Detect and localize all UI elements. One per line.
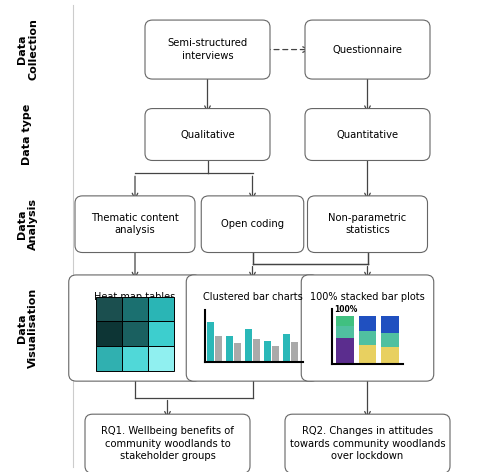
Text: Data
Visualisation: Data Visualisation bbox=[16, 288, 38, 368]
Text: Data
Collection: Data Collection bbox=[16, 18, 38, 81]
Bar bbox=[96, 321, 122, 346]
Text: RQ2. Changes in attitudes
towards community woodlands
over lockdown: RQ2. Changes in attitudes towards commun… bbox=[290, 426, 446, 461]
Bar bbox=[215, 336, 222, 362]
Bar bbox=[148, 346, 174, 371]
FancyBboxPatch shape bbox=[75, 196, 195, 253]
Bar bbox=[359, 330, 376, 345]
Text: Qualitative: Qualitative bbox=[180, 129, 235, 140]
Bar bbox=[291, 343, 298, 362]
FancyBboxPatch shape bbox=[301, 275, 434, 381]
Bar bbox=[96, 297, 122, 321]
Bar bbox=[359, 345, 376, 363]
FancyBboxPatch shape bbox=[285, 414, 450, 472]
Text: Semi-structured
interviews: Semi-structured interviews bbox=[168, 38, 248, 61]
Text: Questionnaire: Questionnaire bbox=[332, 44, 402, 55]
FancyBboxPatch shape bbox=[305, 20, 430, 79]
Text: Quantitative: Quantitative bbox=[336, 129, 398, 140]
Text: Non-parametric
statistics: Non-parametric statistics bbox=[328, 213, 406, 236]
Bar bbox=[96, 346, 122, 371]
Text: 100%: 100% bbox=[334, 305, 357, 314]
Text: Heat map tables: Heat map tables bbox=[94, 293, 176, 303]
Bar bbox=[336, 338, 354, 363]
Bar bbox=[122, 297, 148, 321]
Bar bbox=[382, 317, 399, 333]
FancyBboxPatch shape bbox=[305, 109, 430, 160]
Bar bbox=[382, 347, 399, 363]
Bar bbox=[272, 346, 279, 362]
Bar bbox=[207, 322, 214, 362]
Text: Thematic content
analysis: Thematic content analysis bbox=[91, 213, 179, 236]
FancyBboxPatch shape bbox=[145, 109, 270, 160]
FancyBboxPatch shape bbox=[145, 20, 270, 79]
FancyBboxPatch shape bbox=[186, 275, 319, 381]
Bar bbox=[122, 321, 148, 346]
Bar bbox=[253, 339, 260, 362]
Text: RQ1. Wellbeing benefits of
community woodlands to
stakeholder groups: RQ1. Wellbeing benefits of community woo… bbox=[101, 426, 234, 461]
Bar bbox=[336, 316, 354, 326]
Bar bbox=[148, 321, 174, 346]
Text: Clustered bar charts: Clustered bar charts bbox=[202, 293, 302, 303]
Text: Data type: Data type bbox=[22, 104, 32, 165]
Bar bbox=[336, 326, 354, 338]
Bar bbox=[359, 316, 376, 330]
FancyBboxPatch shape bbox=[69, 275, 201, 381]
Bar bbox=[264, 341, 271, 362]
FancyBboxPatch shape bbox=[201, 196, 304, 253]
FancyBboxPatch shape bbox=[85, 414, 250, 472]
Bar bbox=[283, 334, 290, 362]
Text: Open coding: Open coding bbox=[221, 219, 284, 229]
Bar bbox=[226, 336, 233, 362]
Text: Data
Analysis: Data Analysis bbox=[16, 198, 38, 250]
Bar bbox=[382, 333, 399, 347]
Bar bbox=[245, 329, 252, 362]
Text: 100% stacked bar plots: 100% stacked bar plots bbox=[310, 293, 425, 303]
Bar bbox=[234, 344, 241, 362]
Bar bbox=[148, 297, 174, 321]
FancyBboxPatch shape bbox=[308, 196, 428, 253]
Bar bbox=[122, 346, 148, 371]
